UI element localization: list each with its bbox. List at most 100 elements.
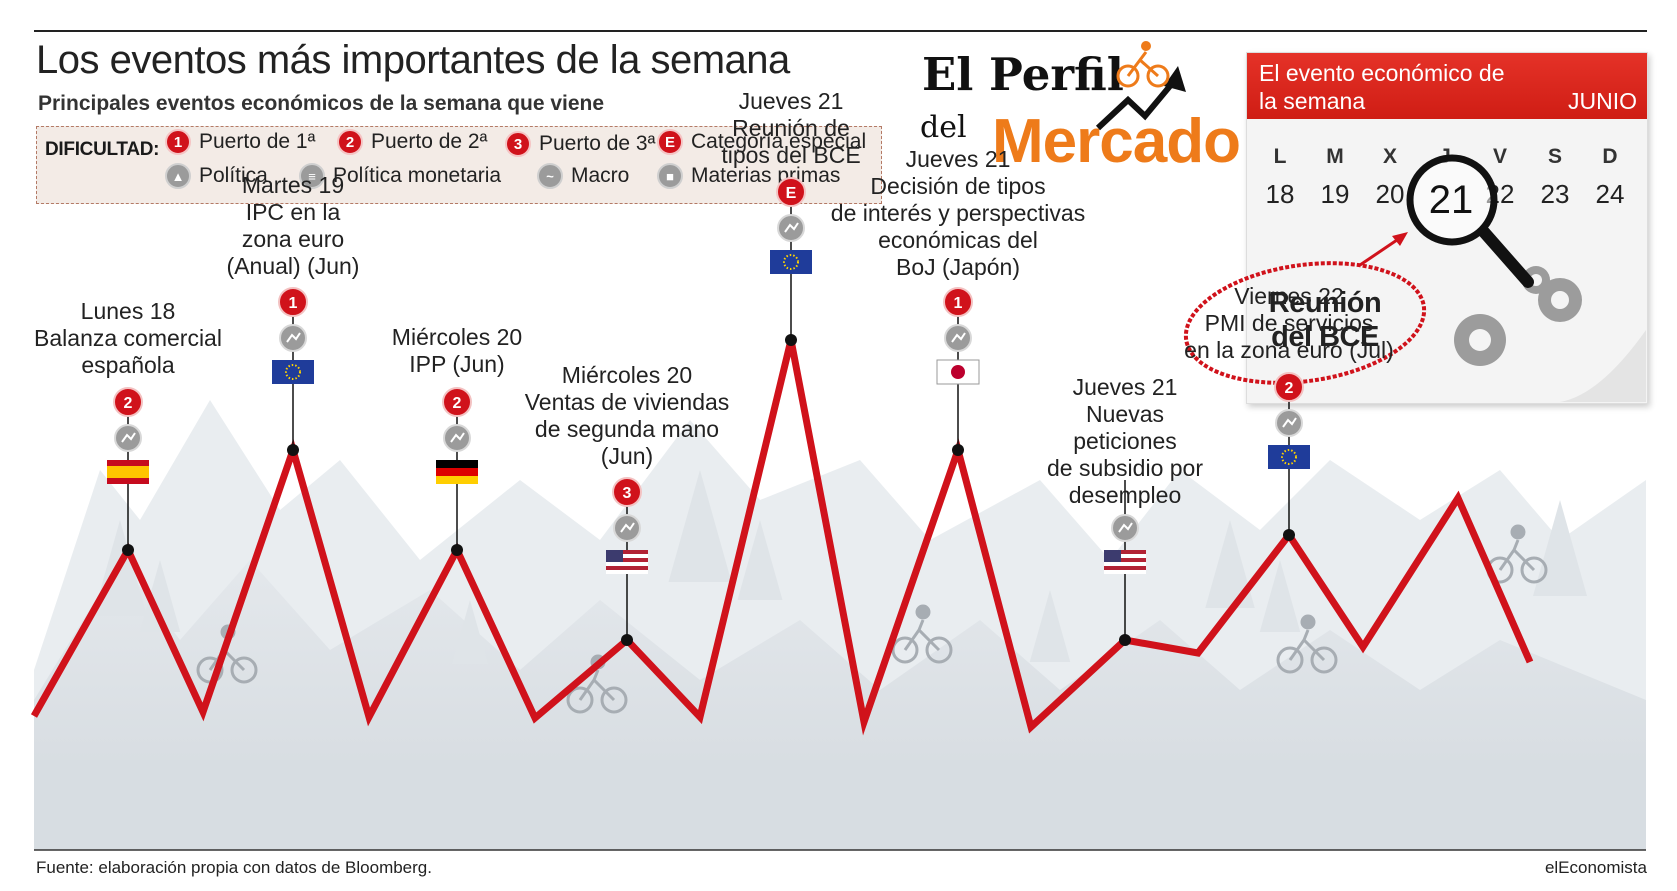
- event-label-line: Jueves 21: [1072, 374, 1178, 400]
- usa-flag: [1104, 550, 1146, 574]
- event-label-line: Jueves 21: [738, 88, 844, 114]
- tree-icon: [139, 560, 181, 632]
- event-label-line: desempleo: [1068, 482, 1182, 508]
- eu-flag: [272, 360, 314, 384]
- legend-item-politica-monetaria: ≡ Política monetaria: [299, 163, 501, 189]
- event-label-line: IPC en la: [245, 199, 341, 225]
- calendar-header: El evento económico de la semana JUNIO: [1247, 53, 1647, 119]
- difficulty-text: 2: [124, 395, 133, 412]
- weekday-label: L: [1273, 145, 1287, 168]
- event-label-line: en la zona euro (Jul): [1184, 337, 1394, 363]
- day-number: 19: [1320, 179, 1350, 209]
- macro-icon: [1275, 409, 1303, 437]
- event-label-line: Decisión de tipos: [870, 173, 1046, 199]
- politics-icon: ▲: [165, 163, 191, 189]
- event-label-line: Viernes 22: [1234, 283, 1344, 309]
- macro-icon: [1111, 514, 1139, 542]
- event-label-line: Reunión de: [732, 115, 850, 141]
- difficulty-text: E: [786, 185, 797, 202]
- event-label-line: tipos del BCE: [721, 142, 861, 168]
- legend-label: Materias primas: [691, 164, 841, 187]
- difficulty-badge: 2: [1274, 372, 1304, 402]
- difficulty-2-icon: 2: [337, 129, 363, 155]
- germany-flag: [436, 460, 478, 484]
- legend-item-puerto-2: 2 Puerto de 2ª: [337, 129, 487, 155]
- legend-heading: DIFICULTAD:: [45, 139, 160, 160]
- eu-flag: [770, 250, 812, 274]
- event-label-line: Miércoles 20: [391, 324, 523, 350]
- legend-label: Puerto de 1ª: [199, 130, 316, 153]
- event-label: Miércoles 20 Ventas de viviendas de segund…: [525, 362, 730, 470]
- monetary-policy-icon: [944, 324, 972, 352]
- macro-icon: [443, 424, 471, 452]
- event-label-line: PMI de servicios: [1204, 310, 1374, 336]
- logo-line-2: del: [920, 110, 967, 145]
- weekday-label: S: [1547, 145, 1562, 168]
- event-label: Viernes 22 PMI de servicios en la zona eur…: [1184, 283, 1394, 364]
- event-marker: [1104, 480, 1146, 646]
- weekday-label: M: [1326, 145, 1344, 168]
- event-label-line: (Jun): [600, 443, 654, 469]
- event-label-line: Martes 19: [241, 172, 345, 198]
- legend-item-materias-primas: ■ Materias primas: [657, 163, 840, 189]
- difficulty-text: 1: [289, 295, 298, 312]
- legend: DIFICULTAD: 1 Puerto de 1ª 2 Puerto de 2…: [36, 126, 882, 204]
- page-title: Los eventos más importantes de la semana: [36, 38, 790, 82]
- event-label: Jueves 21 Nuevas peticiones de subsidio por…: [1047, 374, 1203, 509]
- event-label-line: IPP (Jun): [409, 351, 505, 377]
- calendar-days: 18 19 20 22 23 24: [1247, 179, 1647, 213]
- event-label-line: española: [81, 352, 175, 378]
- event-label-line: Lunes 18: [80, 298, 176, 324]
- commodities-icon: ■: [657, 163, 683, 189]
- event-marker: 3: [606, 477, 648, 646]
- day-number: 24: [1595, 179, 1625, 209]
- event-label-line: económicas del: [878, 227, 1038, 253]
- marker-dot: [952, 444, 964, 456]
- difficulty-badge: 1: [943, 287, 973, 317]
- macro-icon: ~: [537, 163, 563, 189]
- day-number: 20: [1375, 179, 1405, 209]
- macro-icon: [114, 424, 142, 452]
- difficulty-3-icon: 3: [505, 131, 531, 157]
- event-label: Martes 19 IPC en la zona euro (Anual) (Jun): [227, 172, 360, 280]
- legend-label: Política: [199, 164, 268, 187]
- macro-icon: [613, 514, 641, 542]
- day-number: 23: [1540, 179, 1570, 209]
- difficulty-1-icon: 1: [165, 129, 191, 155]
- event-label-line: Jueves 21: [905, 146, 1011, 172]
- legend-label: Política monetaria: [333, 164, 502, 187]
- tree-icon: [1205, 520, 1255, 608]
- difficulty-text: 1: [954, 295, 963, 312]
- tree-icon: [737, 520, 783, 600]
- ground: [34, 760, 1646, 850]
- event-marker: 1: [936, 287, 980, 456]
- event-label-line: Nuevas: [1086, 401, 1164, 427]
- monetary-policy-icon: ≡: [299, 163, 325, 189]
- event-label: Miércoles 20 IPP (Jun): [392, 324, 522, 378]
- event-marker: 2: [436, 387, 478, 556]
- event-label-line: Ventas de viviendas: [524, 389, 730, 415]
- tree-icon: [668, 470, 732, 582]
- event-label-line: (Anual) (Jun): [226, 253, 360, 279]
- event-label-line: de subsidio por: [1047, 455, 1203, 481]
- event-label-line: Balanza comercial: [34, 325, 222, 351]
- monetary-policy-icon: [777, 214, 805, 242]
- calendar-title: El evento económico de la semana: [1259, 60, 1505, 114]
- marker-dot: [451, 544, 463, 556]
- difficulty-badge: 2: [113, 387, 143, 417]
- publisher-brand: elEconomista: [1544, 858, 1647, 877]
- event-marker: 2: [1268, 372, 1310, 541]
- tree-icon: [1259, 560, 1301, 632]
- event-label-line: peticiones: [1073, 428, 1177, 454]
- event-label-line: de interés y perspectivas: [830, 200, 1086, 226]
- calendar-event-label: Reunión del BCE: [1268, 287, 1382, 353]
- legend-label: Puerto de 3ª: [539, 132, 656, 155]
- marker-dot: [287, 444, 299, 456]
- event-label: Lunes 18 Balanza comercial española: [34, 298, 222, 379]
- eu-flag: [1268, 445, 1310, 469]
- event-markers: 2 1 2 3 E 1 2: [107, 177, 1310, 646]
- difficulty-text: 2: [453, 395, 462, 412]
- event-label-line: zona euro: [241, 226, 345, 252]
- difficulty-e-icon: E: [657, 129, 683, 155]
